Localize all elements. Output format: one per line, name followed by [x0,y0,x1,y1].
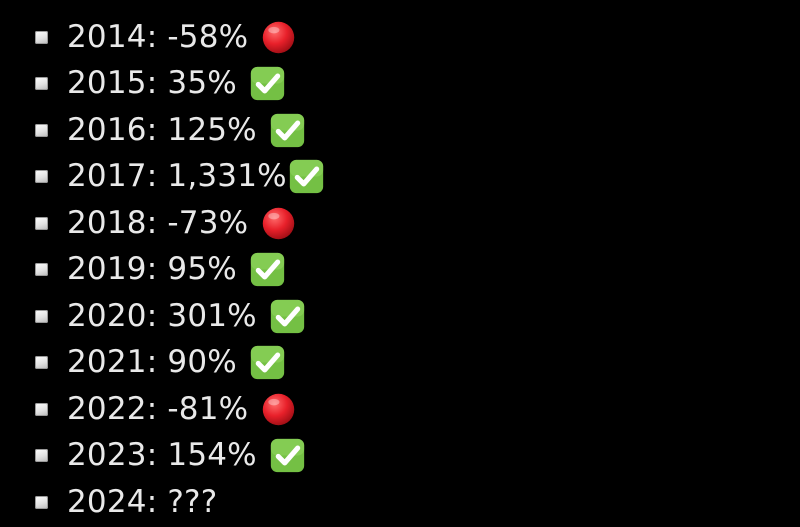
checkbox-bullet-icon [35,309,48,323]
check-mark-button-icon [249,65,286,102]
item-label: 2024: ??? [67,483,218,520]
checkbox-bullet-icon [35,449,48,463]
check-mark-button-icon [269,298,306,335]
check-mark-button-icon [269,112,306,149]
list-item-2019: 2019: 95% [35,247,325,294]
item-label: 2020: 301% [67,297,257,334]
red-circle-icon [260,391,297,428]
list-item-2020: 2020: 301% [35,293,325,340]
check-mark-button-icon [269,437,306,474]
checkbox-bullet-icon [35,30,48,44]
checkbox-bullet-icon [35,263,48,277]
checkbox-bullet-icon [35,356,48,370]
list-item-2016: 2016: 125% [35,107,325,154]
check-mark-button-icon [249,251,286,288]
checkbox-bullet-icon [35,170,48,184]
item-label: 2019: 95% [67,251,237,288]
list-item-2023: 2023: 154% [35,433,325,480]
check-mark-button-icon [288,158,325,195]
checkbox-bullet-icon [35,77,48,91]
list-item-2024: 2024: ??? [35,479,325,526]
checkbox-bullet-icon [35,123,48,137]
list-item-2021: 2021: 90% [35,340,325,387]
item-label: 2023: 154% [67,437,257,474]
item-label: 2016: 125% [67,111,257,148]
list-item-2017: 2017: 1,331% [35,154,325,201]
list-item-2018: 2018: -73% [35,200,325,247]
list-item-2015: 2015: 35% [35,61,325,108]
checkbox-bullet-icon [35,216,48,230]
yearly-returns-list: 2014: -58% 2015: 35% 2016: 125% 2017: 1,… [35,14,325,526]
item-label: 2018: -73% [67,204,249,241]
item-label: 2017: 1,331% [67,158,287,195]
item-label: 2022: -81% [67,390,249,427]
red-circle-icon [260,205,297,242]
list-item-2022: 2022: -81% [35,386,325,433]
item-label: 2014: -58% [67,18,249,55]
checkbox-bullet-icon [35,402,48,416]
list-item-2014: 2014: -58% [35,14,325,61]
check-mark-button-icon [249,344,286,381]
checkbox-bullet-icon [35,495,48,509]
item-label: 2015: 35% [67,65,237,102]
item-label: 2021: 90% [67,344,237,381]
red-circle-icon [260,19,297,56]
